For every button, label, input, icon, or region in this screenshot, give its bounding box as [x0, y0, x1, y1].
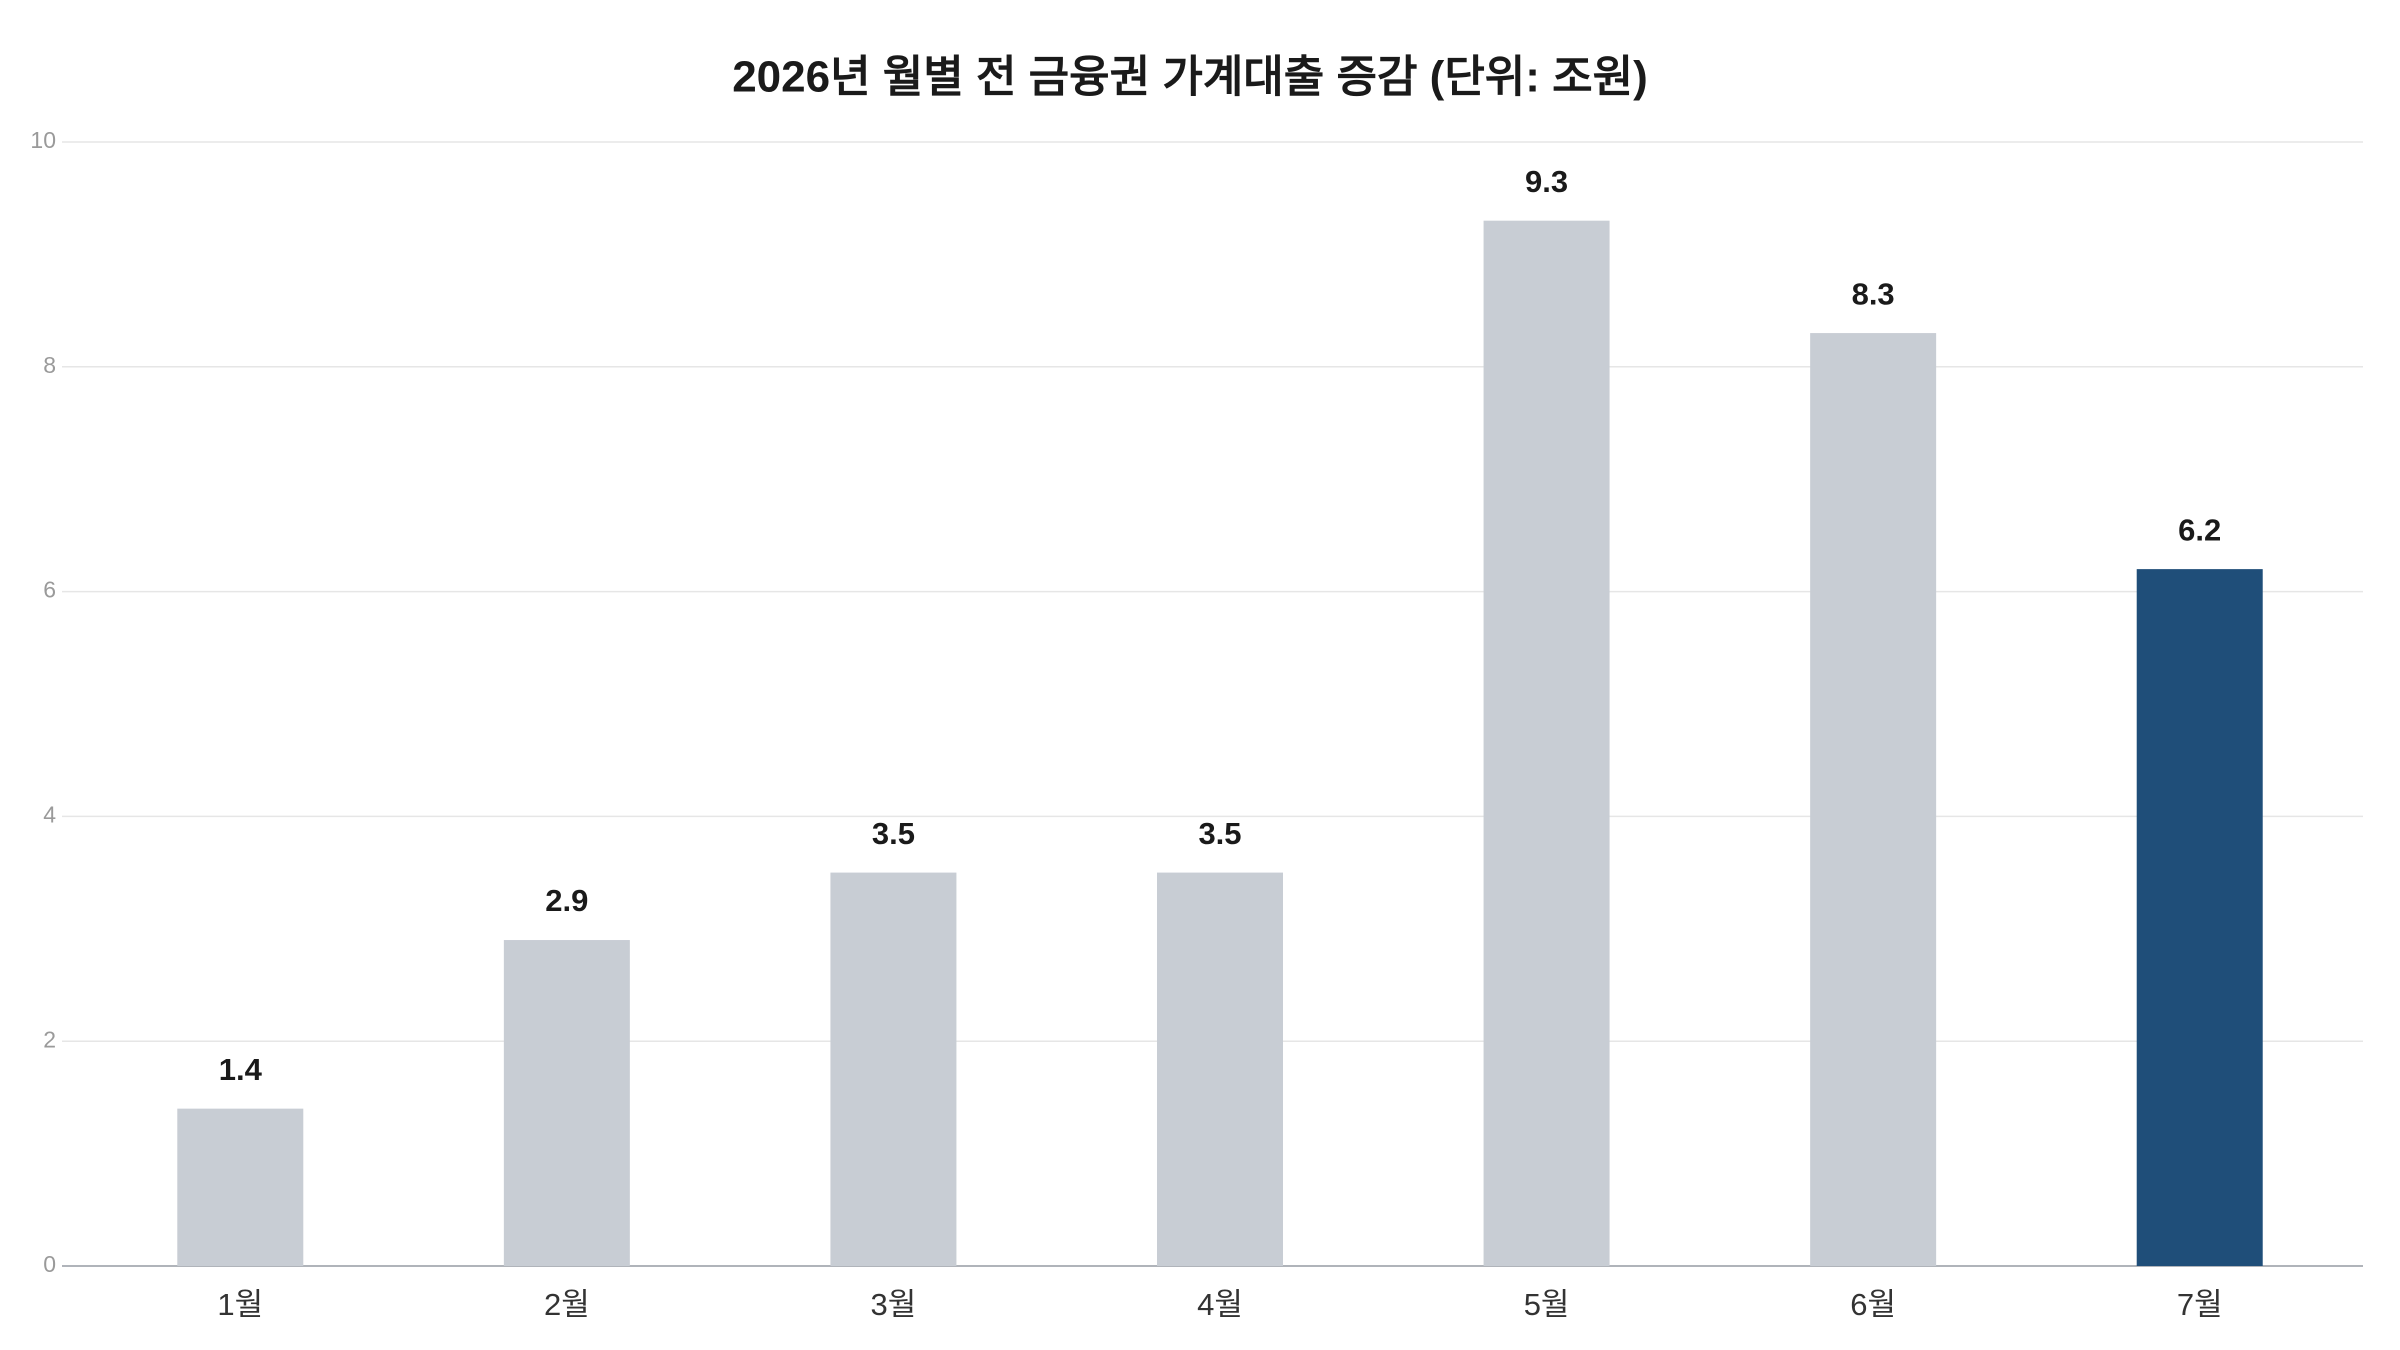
bar [1157, 872, 1283, 1266]
x-tick-label: 1월 [217, 1287, 263, 1322]
x-tick-label: 7월 [2177, 1287, 2223, 1322]
value-label: 2.9 [545, 883, 588, 918]
value-label: 9.3 [1525, 164, 1568, 199]
value-label: 8.3 [1852, 276, 1895, 311]
value-label: 3.5 [872, 816, 915, 851]
x-tick-label: 4월 [1197, 1287, 1243, 1322]
bar [830, 872, 957, 1266]
chart-title: 2026년 월별 전 금융권 가계대출 증감 (단위: 조원) [732, 53, 1648, 102]
x-tick-label: 6월 [1850, 1287, 1896, 1322]
y-tick-label: 4 [43, 801, 56, 827]
y-tick-label: 2 [43, 1026, 56, 1052]
bar [2136, 569, 2263, 1266]
y-tick-label: 8 [43, 352, 56, 378]
bar [177, 1108, 304, 1266]
value-label: 6.2 [2178, 512, 2221, 547]
value-label: 3.5 [1198, 816, 1241, 851]
x-tick-label: 3월 [871, 1287, 917, 1322]
y-tick-label: 0 [43, 1251, 56, 1277]
bar [503, 940, 630, 1266]
x-tick-label: 5월 [1524, 1287, 1570, 1322]
x-tick-label: 2월 [544, 1287, 590, 1322]
bar [1483, 220, 1610, 1267]
value-label: 1.4 [219, 1052, 263, 1087]
bar [1810, 333, 1937, 1267]
y-tick-label: 6 [43, 577, 56, 603]
y-tick-label: 10 [30, 127, 56, 153]
